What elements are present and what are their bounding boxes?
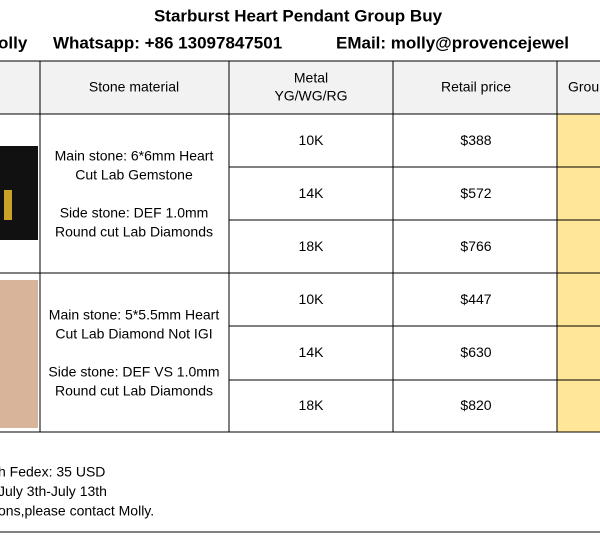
stone-text: Cut Lab Gemstone: [75, 167, 193, 183]
stone-text: Cut Lab Diamond Not IGI: [55, 326, 212, 342]
column-header: YG/WG/RG: [274, 88, 347, 104]
metal-cell: 18K: [299, 397, 325, 413]
metal-cell: 14K: [299, 344, 325, 360]
price-cell: $572: [460, 185, 491, 201]
stone-text: Round cut Lab Diamonds: [55, 224, 213, 240]
note: h Fedex: 35 USD: [0, 464, 105, 480]
metal-cell: 10K: [299, 291, 325, 307]
product-image: [0, 280, 38, 428]
price-cell: $447: [460, 291, 491, 307]
price-cell: $766: [460, 238, 491, 254]
stone-text: Main stone: 5*5.5mm Heart: [49, 307, 220, 323]
stone-text: Main stone: 6*6mm Heart: [55, 148, 214, 164]
contact-phone: Whatsapp: +86 13097847501: [53, 33, 282, 52]
metal-cell: 10K: [299, 132, 325, 148]
column-header: Grou: [568, 79, 599, 95]
column-header: Metal: [294, 70, 328, 86]
note: July 3th-July 13th: [0, 483, 107, 499]
column-header: Retail price: [441, 79, 511, 95]
price-cell: $630: [460, 344, 491, 360]
metal-cell: 18K: [299, 238, 325, 254]
stone-text: Round cut Lab Diamonds: [55, 383, 213, 399]
contact-email: EMail: molly@provencejewel: [336, 33, 569, 52]
column-header: Stone material: [89, 79, 179, 95]
price-cell: $388: [460, 132, 491, 148]
image-detail: [4, 190, 12, 220]
note: ons,please contact Molly.: [0, 503, 154, 519]
contact-name: olly: [0, 33, 28, 52]
header-bg: [0, 61, 600, 114]
title: Starburst Heart Pendant Group Buy: [154, 6, 443, 25]
price-cell: $820: [460, 397, 491, 413]
stone-text: Side stone: DEF VS 1.0mm: [48, 364, 219, 380]
metal-cell: 14K: [299, 185, 325, 201]
stone-text: Side stone: DEF 1.0mm: [60, 205, 209, 221]
